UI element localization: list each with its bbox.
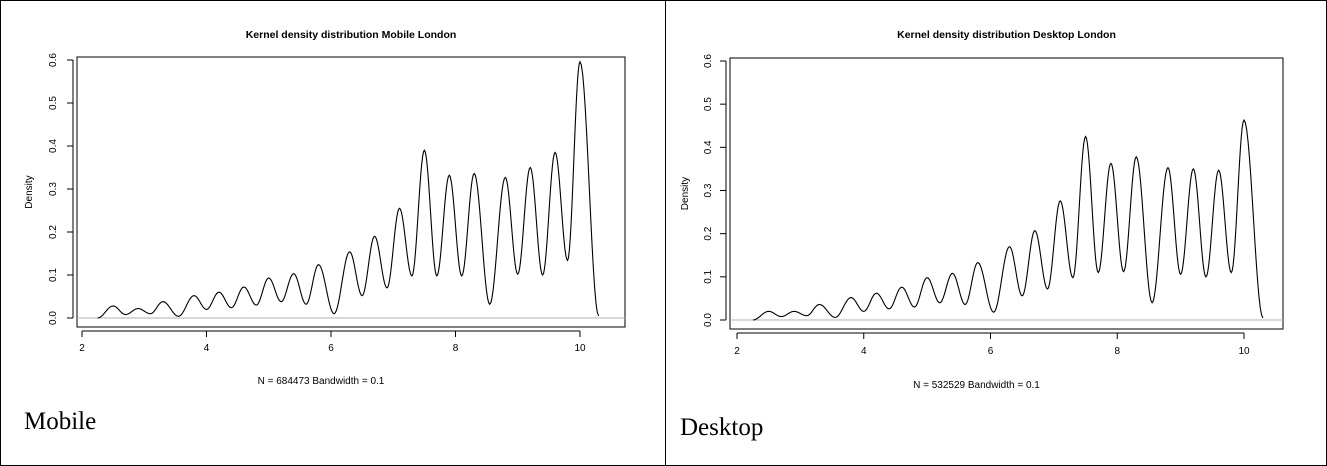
- y-tick-label: 0.4: [703, 140, 714, 154]
- y-tick-label: 0.5: [703, 97, 714, 111]
- y-tick-label: 0.6: [703, 54, 714, 68]
- x-tick-label: 10: [1238, 346, 1250, 357]
- x-tick-label: 2: [734, 346, 740, 357]
- y-axis-label: Density: [680, 177, 691, 210]
- y-tick-label: 0.3: [703, 183, 714, 197]
- x-tick-label: 4: [861, 346, 867, 357]
- y-tick-label: 0.1: [703, 269, 714, 283]
- x-tick-label: 6: [988, 346, 994, 357]
- y-tick-label: 0.0: [703, 313, 714, 327]
- plot-area-box: [730, 58, 1283, 329]
- density-curve: [753, 120, 1263, 320]
- chart-title: Kernel density distribution Desktop Lond…: [897, 29, 1116, 41]
- x-axis-label: N = 532529 Bandwidth = 0.1: [913, 380, 1040, 391]
- x-tick-label: 8: [1114, 346, 1120, 357]
- panel-caption-desktop: Desktop: [680, 414, 763, 442]
- y-tick-label: 0.2: [703, 226, 714, 240]
